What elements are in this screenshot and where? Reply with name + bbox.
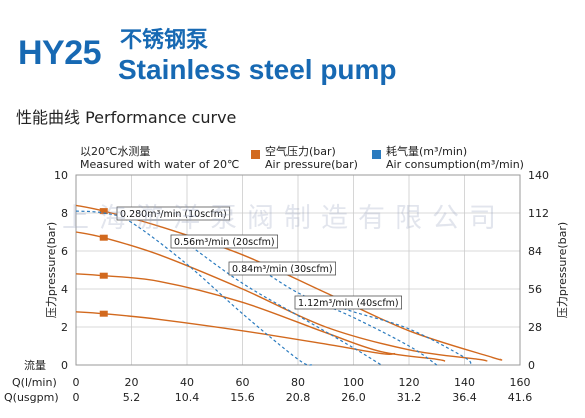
consumption-label-box-2 — [170, 234, 278, 249]
consumption-curve-1 — [75, 210, 313, 366]
y-tick-left: 4 — [61, 283, 68, 296]
y-tick-right: 0 — [528, 359, 535, 372]
legend-pressure-cn: 空气压力(bar) — [265, 145, 336, 158]
x-tick-usgpm: 41.6 — [508, 391, 533, 404]
title-english: Stainless steel pump — [118, 54, 397, 85]
y-tick-left: 8 — [61, 207, 68, 220]
measurement-note: 以20℃水测量 Measured with water of 20℃ — [80, 145, 239, 171]
x-tick-lmin: 120 — [399, 376, 420, 389]
x-tick-usgpm: 31.2 — [397, 391, 422, 404]
consumption-label-box-4 — [294, 295, 402, 310]
x-tick-usgpm: 0 — [73, 391, 80, 404]
legend-consumption-cn: 耗气量(m³/min) — [386, 145, 468, 158]
consumption-label-box-1 — [116, 206, 231, 221]
x-tick-usgpm: 10.4 — [175, 391, 200, 404]
x-tick-usgpm: 26.0 — [341, 391, 366, 404]
x-tick-lmin: 60 — [236, 376, 250, 389]
y-tick-left: 0 — [61, 359, 68, 372]
x-tick-usgpm: 36.4 — [452, 391, 477, 404]
x-tick-usgpm: 5.2 — [123, 391, 141, 404]
consumption-label-1: 0.280m³/min (10scfm) — [120, 209, 227, 220]
y-tick-left: 10 — [54, 169, 68, 182]
y-tick-right: 56 — [528, 283, 542, 296]
title-chinese: 不锈钢泵 — [120, 28, 209, 53]
y-tick-right: 140 — [528, 169, 549, 182]
pressure-marker-2 — [99, 234, 108, 241]
legend-pressure-en: Air pressure(bar) — [265, 158, 358, 171]
x-tick-lmin: 100 — [343, 376, 364, 389]
model-name: HY25 — [18, 34, 102, 72]
consumption-label-4: 1.12m³/min (40scfm) — [298, 298, 399, 309]
pressure-marker-1 — [99, 208, 108, 215]
y-axis-label-right: 压力pressure(bar) — [556, 222, 569, 318]
consumption-curve-2 — [186, 242, 382, 366]
x-tick-lmin: 0 — [73, 376, 80, 389]
pressure-marker-4 — [99, 310, 108, 317]
x-tick-lmin: 40 — [180, 376, 194, 389]
x-tick-usgpm: 20.8 — [286, 391, 311, 404]
x-axis-label-lmin: Q(l/min) — [12, 376, 57, 389]
legend-swatch-consumption — [372, 150, 381, 159]
y-tick-right: 112 — [528, 207, 549, 220]
legend-swatch-pressure — [251, 150, 260, 159]
section-subtitle: 性能曲线 Performance curve — [16, 108, 237, 127]
x-tick-lmin: 160 — [510, 376, 531, 389]
x-tick-lmin: 140 — [454, 376, 475, 389]
pressure-curve-1 — [75, 204, 503, 361]
x-tick-lmin: 80 — [291, 376, 305, 389]
pressure-curve-3 — [75, 273, 446, 362]
y-tick-left: 6 — [61, 245, 68, 258]
plot-frame — [75, 174, 521, 366]
y-tick-right: 84 — [528, 245, 542, 258]
consumption-curve-3 — [256, 265, 438, 366]
x-axis-label-usgpm: Q(usgpm) — [4, 391, 59, 404]
x-axis-label-flow: 流量 — [24, 358, 46, 372]
x-tick-lmin: 20 — [125, 376, 139, 389]
measurement-note-en: Measured with water of 20℃ — [80, 158, 240, 171]
consumption-label-3: 0.84m³/min (30scfm) — [232, 264, 333, 275]
consumption-label-box-3 — [228, 261, 336, 276]
measurement-note-cn: 以20℃水测量 — [80, 145, 151, 158]
legend-consumption-en: Air consumption(m³/min) — [386, 158, 524, 171]
y-tick-left: 2 — [61, 321, 68, 334]
pressure-curve-4 — [75, 311, 396, 356]
consumption-label-2: 0.56m³/min (20scfm) — [174, 237, 275, 248]
legend-consumption: 耗气量(m³/min) Air consumption(m³/min) — [386, 145, 524, 171]
y-axis-label-left: 压力pressure(bar) — [45, 222, 58, 318]
legend-pressure: 空气压力(bar) Air pressure(bar) — [265, 145, 358, 171]
x-tick-usgpm: 15.6 — [230, 391, 255, 404]
y-tick-right: 28 — [528, 321, 542, 334]
pressure-marker-3 — [99, 272, 108, 279]
